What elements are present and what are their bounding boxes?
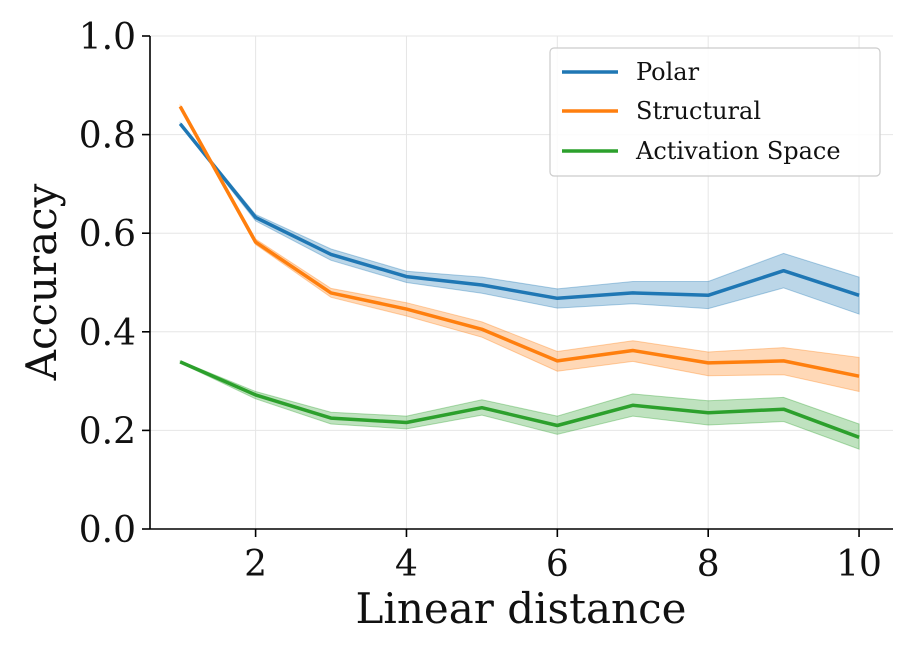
legend-frame bbox=[549, 47, 881, 177]
y-tick-label: 0.2 bbox=[79, 411, 136, 452]
band-polar bbox=[179, 121, 860, 315]
legend: Polar Structural Activation Space bbox=[549, 47, 881, 177]
x-tick-label: 6 bbox=[546, 544, 569, 585]
y-tick-label: 1.0 bbox=[79, 17, 136, 58]
line-structural bbox=[178, 105, 860, 378]
y-tick-label: 0.4 bbox=[79, 313, 136, 354]
x-tick-label: 8 bbox=[697, 544, 720, 585]
legend-label-polar: Polar bbox=[636, 58, 700, 86]
x-tick-label: 2 bbox=[244, 544, 267, 585]
legend-label-activation-space: Activation Space bbox=[635, 137, 841, 165]
y-tick-label: 0.6 bbox=[79, 214, 136, 255]
ticks: 2 4 6 8 10 0.0 0.2 0.4 0.6 0.8 1.0 bbox=[79, 17, 882, 585]
line-activation-space bbox=[179, 360, 860, 439]
x-axis-title: Linear distance bbox=[356, 584, 687, 633]
band-activation-space bbox=[179, 360, 860, 450]
series-lines bbox=[178, 105, 860, 439]
axes bbox=[149, 36, 893, 530]
y-tick-label: 0.8 bbox=[79, 116, 136, 157]
x-tick-label: 10 bbox=[836, 544, 882, 585]
x-tick-label: 4 bbox=[395, 544, 418, 585]
legend-label-structural: Structural bbox=[636, 97, 761, 125]
line-polar bbox=[178, 122, 860, 301]
y-axis-title: Accuracy bbox=[17, 183, 66, 381]
y-tick-label: 0.0 bbox=[79, 510, 136, 551]
